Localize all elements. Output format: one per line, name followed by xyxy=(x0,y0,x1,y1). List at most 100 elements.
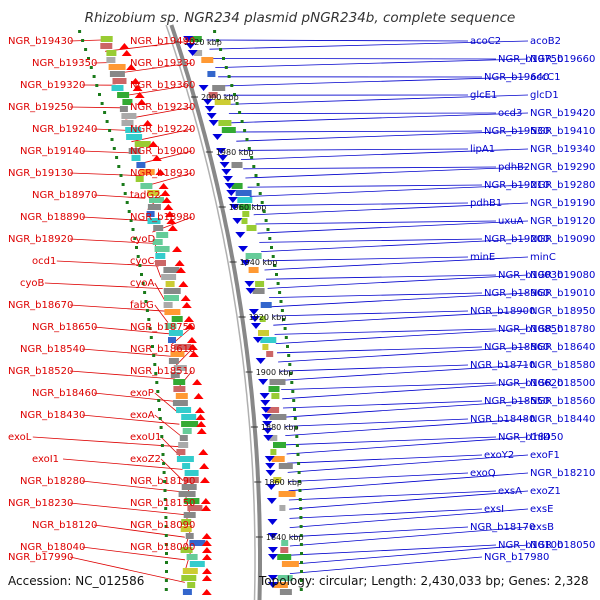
kbp-label: 1860 kbp xyxy=(264,478,302,487)
gene-block-outer xyxy=(161,274,177,280)
gene-block-outer xyxy=(181,519,192,525)
gene-block-inner xyxy=(255,281,265,287)
left-connector xyxy=(154,282,165,301)
tick-mark-inner xyxy=(235,102,239,105)
reverse-strand-arrow xyxy=(255,358,266,364)
left-gene-label: NGR_b18980 xyxy=(130,212,195,223)
gene-block-inner xyxy=(241,218,248,224)
forward-strand-arrow xyxy=(161,197,172,203)
gene-block-outer xyxy=(106,50,117,56)
gene-block-inner xyxy=(273,477,282,483)
right-gene-label: acoC2 xyxy=(470,36,501,47)
gene-block-inner xyxy=(208,92,218,98)
tick-mark-inner xyxy=(216,39,220,42)
forward-strand-arrow xyxy=(136,99,147,105)
kbp-label: 2000 kbp xyxy=(201,93,239,102)
gene-block-outer xyxy=(100,43,113,49)
forward-strand-arrow xyxy=(158,183,169,189)
tick-mark-inner xyxy=(252,165,256,168)
gene-block-outer xyxy=(174,344,192,350)
right-gene-label: NGR_b18850 xyxy=(498,324,563,335)
forward-strand-arrow xyxy=(181,302,192,308)
tick-mark-outer xyxy=(152,354,156,357)
right-connector xyxy=(233,130,483,133)
reverse-strand-arrow xyxy=(202,99,213,105)
right-connector xyxy=(289,490,529,510)
accession-text: Accession: NC_012586 xyxy=(8,574,144,588)
left-gene-label: NGR_b19330 xyxy=(130,58,195,69)
forward-strand-arrow xyxy=(187,344,198,350)
right-connector xyxy=(288,472,529,492)
right-connector xyxy=(287,454,529,473)
reverse-strand-arrow xyxy=(266,484,277,490)
tick-mark-inner xyxy=(299,534,303,537)
left-connector xyxy=(154,392,179,414)
left-gene-label: NGR_b17990 xyxy=(8,552,73,563)
gene-block-outer xyxy=(182,568,198,574)
sequence-backbone xyxy=(169,24,262,600)
right-gene-label: glcD1 xyxy=(530,90,559,101)
tick-mark-inner xyxy=(280,309,284,312)
right-gene-label: NGR_b19280 xyxy=(530,180,595,191)
tick-mark-inner xyxy=(283,327,287,330)
tick-mark-inner xyxy=(247,147,251,150)
forward-strand-arrow xyxy=(134,92,145,98)
tick-mark-inner xyxy=(299,588,303,591)
forward-strand-arrow xyxy=(166,218,177,224)
left-gene-label: NGR_b18040 xyxy=(20,542,85,553)
gene-block-inner xyxy=(201,57,214,63)
tick-mark-outer xyxy=(87,57,90,60)
gene-block-outer xyxy=(152,239,163,245)
gene-block-outer xyxy=(112,78,127,84)
tick-mark-inner xyxy=(256,183,260,186)
gene-block-outer xyxy=(168,358,179,364)
gene-block-outer xyxy=(154,246,170,252)
gene-block-outer xyxy=(147,218,161,224)
gene-block-outer xyxy=(181,575,197,581)
right-gene-label: NGR_b18900 xyxy=(470,306,535,317)
sequence-backbone-edge xyxy=(165,24,256,600)
gene-block-inner xyxy=(194,50,203,56)
reverse-strand-arrow xyxy=(244,281,255,287)
reverse-strand-arrow xyxy=(217,155,228,161)
left-gene-label: ocd1 xyxy=(32,256,56,267)
right-gene-label: NGR_b19200 xyxy=(484,234,549,245)
tick-mark-outer xyxy=(105,120,109,123)
tick-mark-inner xyxy=(250,156,254,159)
left-connector xyxy=(69,556,185,583)
tick-mark-outer xyxy=(153,363,157,366)
gene-block-inner xyxy=(221,127,236,133)
left-gene-label: NGR_b19000 xyxy=(130,146,195,157)
gene-block-inner xyxy=(214,99,231,105)
tick-mark-inner xyxy=(299,525,303,528)
gene-block-outer xyxy=(170,351,185,357)
left-gene-label: NGR_b18090 xyxy=(130,520,195,531)
forward-strand-arrow xyxy=(183,316,194,322)
right-connector xyxy=(286,436,529,455)
gene-block-inner xyxy=(231,183,243,189)
forward-strand-arrow xyxy=(132,85,143,91)
left-gene-label: exoL xyxy=(8,432,32,443)
gene-block-outer xyxy=(147,190,160,196)
tick-mark-outer xyxy=(78,30,82,33)
gene-block-inner xyxy=(260,337,277,343)
right-connector xyxy=(253,202,529,216)
right-connector xyxy=(209,40,529,50)
gene-block-outer xyxy=(153,225,164,231)
left-connector xyxy=(81,150,135,154)
tick-mark-outer xyxy=(123,192,127,195)
tick-mark-outer xyxy=(129,219,133,222)
tick-mark-outer xyxy=(164,579,168,582)
reverse-strand-arrow xyxy=(262,428,273,434)
tick-mark-outer xyxy=(165,561,168,564)
right-gene-label: NGR_b18780 xyxy=(530,324,595,335)
right-connector xyxy=(243,166,497,170)
gene-block-inner xyxy=(269,435,278,441)
tick-mark-inner xyxy=(219,48,223,51)
gene-block-outer xyxy=(126,134,143,140)
forward-strand-arrow xyxy=(130,78,141,84)
right-gene-label: NGR_b19290 xyxy=(530,162,595,173)
right-gene-label: NGR_b19340 xyxy=(530,144,595,155)
tick-mark-outer xyxy=(163,498,167,501)
right-gene-label: exsI xyxy=(484,504,504,515)
